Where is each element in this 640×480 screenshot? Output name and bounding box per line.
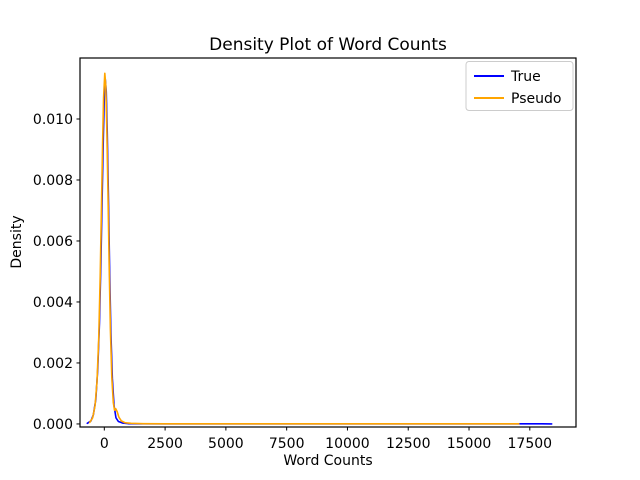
y-tick-label: 0.004 bbox=[33, 295, 73, 311]
chart-title: Density Plot of Word Counts bbox=[209, 35, 447, 55]
y-tick-label: 0.006 bbox=[33, 234, 73, 250]
x-tick-label: 7500 bbox=[269, 436, 305, 452]
legend-label-true: True bbox=[510, 69, 541, 85]
x-tick-label: 10000 bbox=[325, 436, 370, 452]
y-axis-label: Density bbox=[9, 215, 25, 268]
series-line-pseudo bbox=[88, 72, 520, 425]
x-axis-label: Word Counts bbox=[283, 453, 372, 469]
y-tick-label: 0.010 bbox=[33, 112, 73, 128]
x-axis-ticks: 0 2500 5000 7500 10000 12500 15000 17500 bbox=[100, 427, 552, 452]
x-tick-label: 15000 bbox=[447, 436, 492, 452]
y-tick-label: 0.008 bbox=[33, 173, 73, 189]
x-tick-label: 2500 bbox=[147, 436, 183, 452]
x-tick-label: 12500 bbox=[386, 436, 431, 452]
legend: True Pseudo bbox=[465, 61, 574, 111]
y-tick-label: 0.002 bbox=[33, 356, 73, 372]
x-tick-label: 5000 bbox=[208, 436, 244, 452]
series-group bbox=[86, 72, 553, 425]
y-tick-label: 0.000 bbox=[33, 417, 73, 433]
y-axis-ticks: 0.000 0.002 0.004 0.006 0.008 0.010 bbox=[33, 112, 80, 433]
x-tick-label: 17500 bbox=[508, 436, 553, 452]
plot-background bbox=[80, 58, 576, 427]
x-tick-label: 0 bbox=[100, 436, 109, 452]
axes-spines bbox=[79, 57, 577, 428]
legend-label-pseudo: Pseudo bbox=[511, 91, 561, 107]
